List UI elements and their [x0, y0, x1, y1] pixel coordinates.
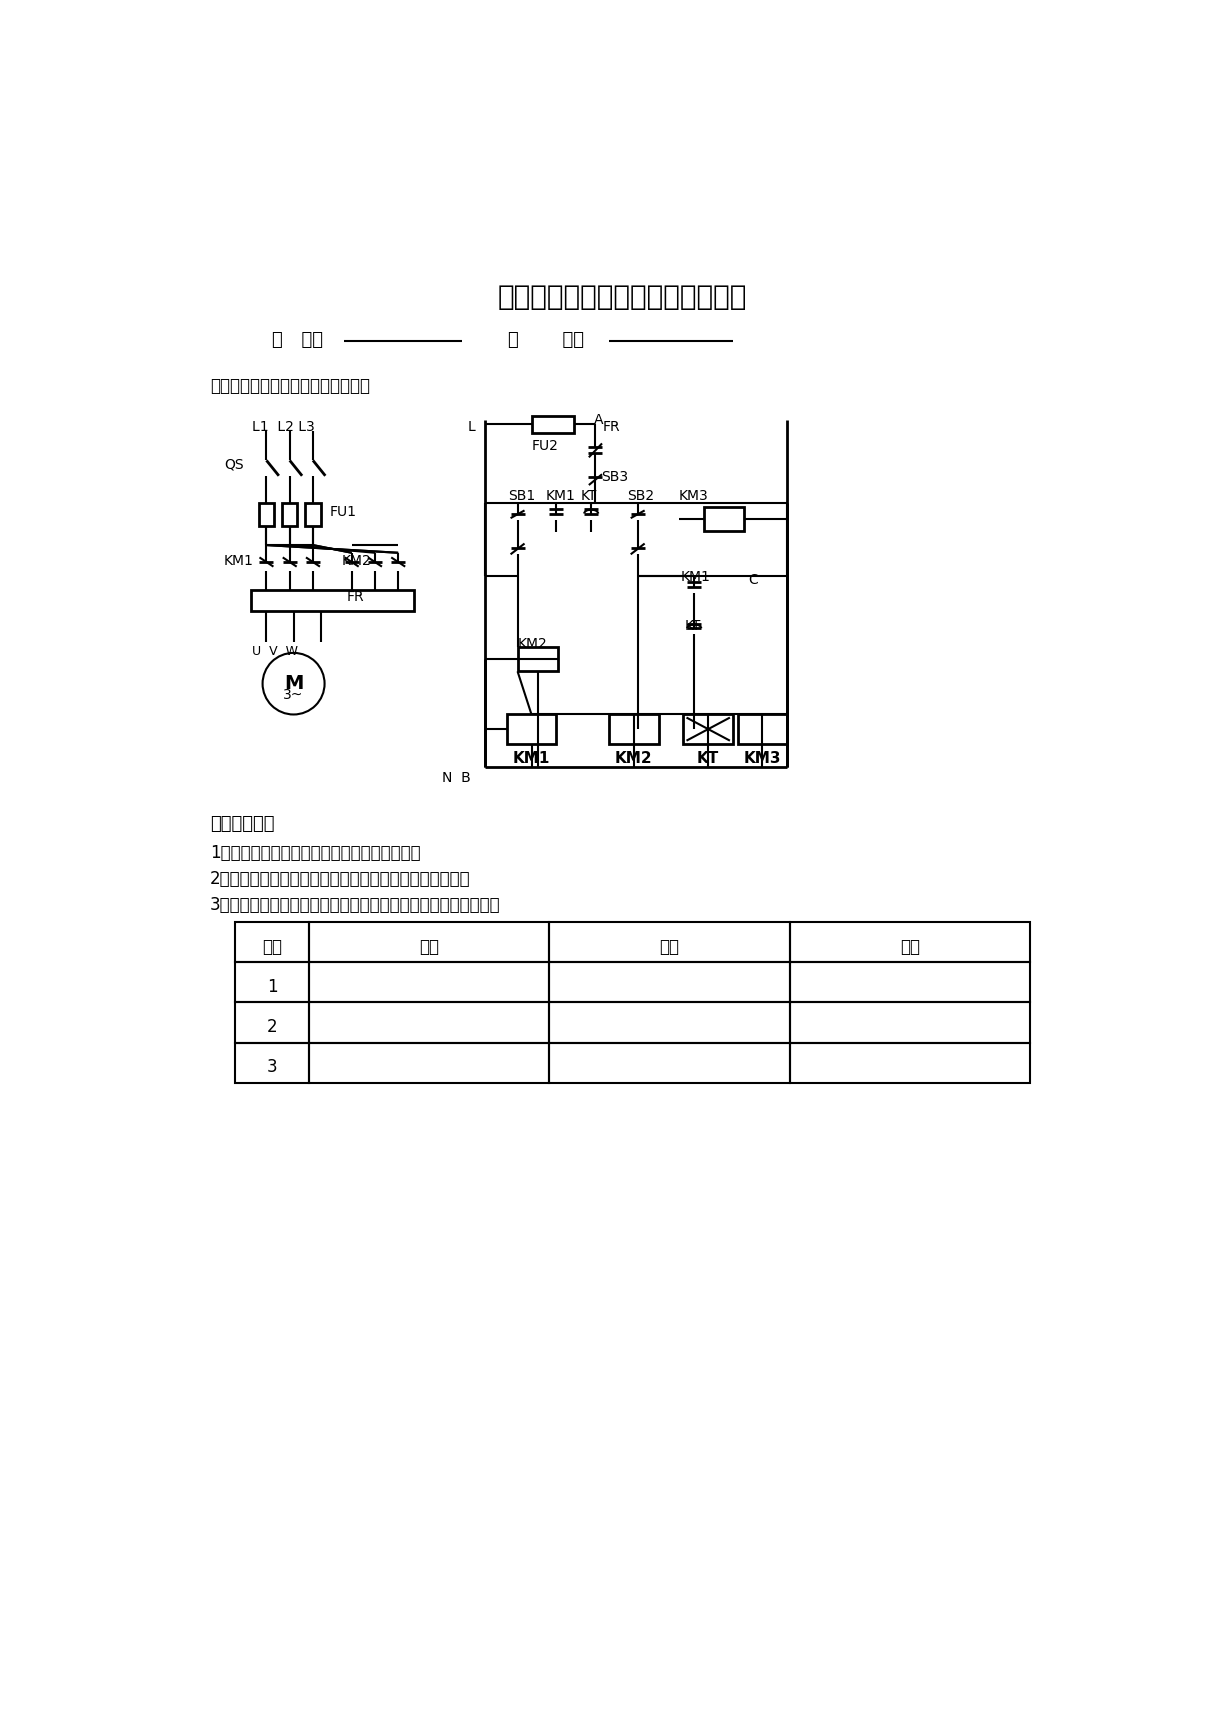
- Text: KM1: KM1: [512, 751, 550, 767]
- Circle shape: [262, 653, 324, 715]
- Bar: [549, 1042, 789, 1083]
- Text: 姓   名：: 姓 名：: [272, 332, 323, 349]
- Bar: [310, 1002, 549, 1042]
- Bar: [236, 1042, 310, 1083]
- Text: KM2: KM2: [341, 554, 371, 569]
- Bar: [549, 1002, 789, 1042]
- Text: FU2: FU2: [532, 438, 558, 452]
- Text: KT: KT: [697, 751, 720, 767]
- Bar: [251, 590, 414, 612]
- Text: 班       级：: 班 级：: [509, 332, 584, 349]
- Text: L1  L2 L3: L1 L2 L3: [253, 421, 316, 435]
- Text: SB3: SB3: [601, 469, 629, 483]
- Text: 数量: 数量: [659, 939, 680, 956]
- Text: KM1: KM1: [680, 569, 710, 584]
- Text: 序号: 序号: [262, 939, 283, 956]
- Text: KM3: KM3: [679, 488, 709, 504]
- Bar: [609, 715, 659, 744]
- Bar: [549, 923, 789, 963]
- Text: 1: 1: [267, 978, 278, 995]
- Bar: [305, 502, 320, 526]
- Text: FR: FR: [603, 421, 620, 435]
- Text: 3、写出本次考试所需元器件的名称和数量，并检测器件的好坏。: 3、写出本次考试所需元器件的名称和数量，并检测器件的好坏。: [210, 896, 500, 915]
- Text: KM2: KM2: [517, 638, 548, 652]
- Bar: [532, 416, 574, 433]
- Bar: [310, 963, 549, 1002]
- Text: FU1: FU1: [330, 505, 357, 519]
- Text: SB1: SB1: [509, 488, 535, 504]
- Text: N  B: N B: [442, 772, 471, 786]
- Bar: [789, 1002, 1029, 1042]
- Text: 二、考核要求: 二、考核要求: [210, 815, 274, 832]
- Bar: [506, 715, 556, 744]
- Text: FR: FR: [347, 590, 364, 603]
- Text: 电动机控制线路分析导学案（二）: 电动机控制线路分析导学案（二）: [498, 284, 747, 311]
- Text: 2、正确使用电工工具及电气测量仪表，人为损坏照价赔偿: 2、正确使用电工工具及电气测量仪表，人为损坏照价赔偿: [210, 870, 471, 889]
- Bar: [236, 1002, 310, 1042]
- Text: 3~: 3~: [283, 688, 304, 703]
- Bar: [259, 502, 274, 526]
- Bar: [236, 923, 310, 963]
- Text: 2: 2: [267, 1018, 278, 1037]
- Bar: [789, 963, 1029, 1002]
- Text: 3: 3: [267, 1057, 278, 1076]
- Bar: [310, 1042, 549, 1083]
- Bar: [789, 923, 1029, 963]
- Text: M: M: [284, 674, 304, 693]
- Text: U  V  W: U V W: [253, 645, 299, 658]
- Text: SB2: SB2: [628, 488, 654, 504]
- Text: 1、安全文明，严格安全用电，不许带电作业。: 1、安全文明，严格安全用电，不许带电作业。: [210, 844, 420, 861]
- Bar: [738, 715, 787, 744]
- Text: KM2: KM2: [615, 751, 653, 767]
- Bar: [683, 715, 733, 744]
- Text: 好坏: 好坏: [900, 939, 920, 956]
- Bar: [789, 1042, 1029, 1083]
- Bar: [517, 646, 558, 672]
- Text: KM1: KM1: [223, 554, 254, 569]
- Text: KT: KT: [685, 619, 702, 633]
- Text: 一、试题：电动机正反转控制电路图: 一、试题：电动机正反转控制电路图: [210, 376, 370, 395]
- Bar: [549, 963, 789, 1002]
- Text: L: L: [467, 421, 476, 435]
- Text: C: C: [749, 572, 759, 586]
- Bar: [236, 963, 310, 1002]
- Text: 名称: 名称: [419, 939, 439, 956]
- Bar: [310, 923, 549, 963]
- Text: KM1: KM1: [545, 488, 575, 504]
- Bar: [704, 507, 744, 531]
- Text: A: A: [594, 413, 603, 426]
- Bar: [282, 502, 297, 526]
- Text: KT: KT: [580, 488, 597, 504]
- Text: QS: QS: [223, 457, 244, 471]
- Text: KM3: KM3: [744, 751, 781, 767]
